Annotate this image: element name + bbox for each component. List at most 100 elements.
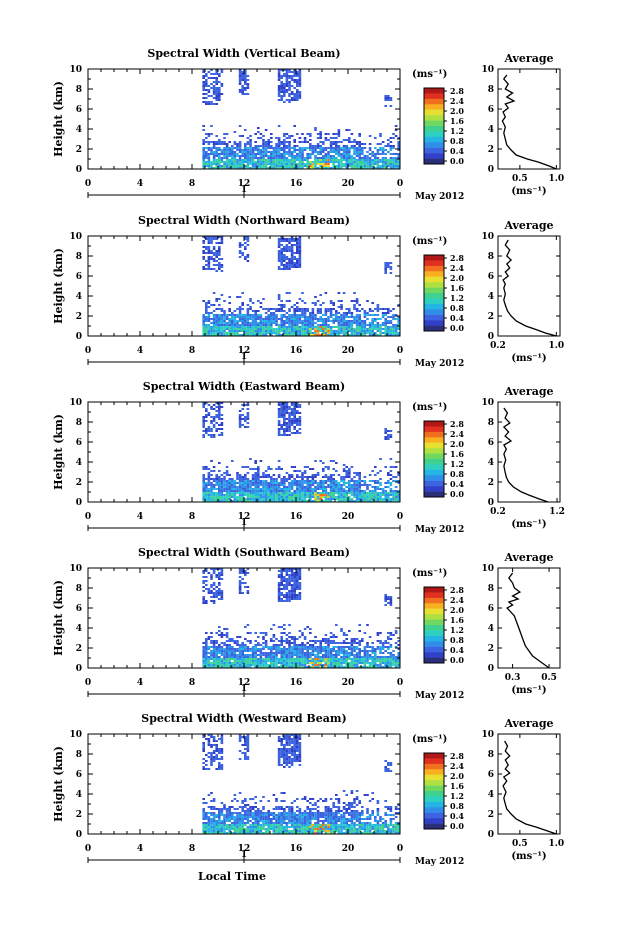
- heatmap-cell: [309, 330, 312, 332]
- heatmap-cell: [290, 250, 294, 252]
- heatmap-cell: [290, 260, 294, 262]
- heatmap-cell: [264, 492, 268, 494]
- heatmap-cell: [392, 137, 395, 139]
- heatmap-cell: [241, 292, 244, 294]
- heatmap-cell: [212, 648, 216, 650]
- heatmap-cell: [335, 316, 338, 318]
- heatmap-cell: [335, 646, 338, 648]
- colorbar-segment: [424, 475, 444, 481]
- heatmap-cell: [335, 326, 338, 328]
- heatmap-cell: [210, 163, 213, 165]
- heatmap-cell: [296, 470, 299, 472]
- heatmap-cell: [316, 498, 320, 500]
- heatmap-cell: [251, 324, 255, 326]
- heatmap-cell: [283, 326, 286, 328]
- heatmap-cell: [223, 472, 226, 474]
- heatmap-cell: [298, 153, 302, 155]
- heatmap-cell: [244, 658, 247, 660]
- heatmap-cell: [392, 500, 395, 502]
- heatmap-cell: [394, 476, 398, 478]
- heatmap-cell: [368, 153, 372, 155]
- heatmap-cell: [212, 660, 216, 662]
- heatmap-cell: [277, 498, 281, 500]
- heatmap-cell: [254, 500, 257, 502]
- heatmap-cell: [233, 316, 237, 318]
- heatmap-cell: [311, 320, 315, 322]
- heatmap-cell: [358, 147, 361, 149]
- heatmap-cell: [205, 246, 208, 248]
- heatmap-cell: [306, 466, 309, 468]
- heatmap-cell: [205, 252, 208, 254]
- heatmap-cell: [272, 636, 276, 638]
- heatmap-cell: [298, 582, 302, 584]
- heatmap-cell: [218, 490, 221, 492]
- heatmap-cell: [249, 157, 252, 159]
- heatmap-cell: [210, 322, 213, 324]
- heatmap-cell: [379, 135, 382, 137]
- heatmap-cell: [218, 248, 221, 250]
- heatmap-cell: [335, 314, 338, 316]
- heatmap-cell: [290, 592, 294, 594]
- heatmap-cell: [283, 310, 286, 312]
- heatmap-cell: [202, 81, 205, 83]
- heatmap-cell: [298, 165, 302, 167]
- heatmap-cell: [254, 484, 257, 486]
- heatmap-cell: [202, 642, 205, 644]
- heatmap-cell: [363, 155, 367, 157]
- heatmap-cell: [215, 165, 218, 167]
- heatmap-cell: [324, 496, 328, 498]
- heatmap-cell: [316, 312, 320, 314]
- heatmap-cell: [246, 484, 250, 486]
- heatmap-cell: [350, 488, 354, 490]
- y-tick-label: 0: [76, 332, 82, 342]
- heatmap-cell: [212, 264, 216, 266]
- heatmap-cell: [366, 314, 369, 316]
- heatmap-cell: [210, 460, 213, 462]
- heatmap-cell: [249, 161, 252, 163]
- heatmap-cell: [272, 652, 276, 654]
- heatmap-cell: [249, 488, 252, 490]
- heatmap-cell: [259, 133, 263, 135]
- heatmap-cell: [355, 322, 359, 324]
- heatmap-cell: [283, 568, 286, 570]
- heatmap-cell: [340, 498, 343, 500]
- heatmap-cell: [264, 484, 268, 486]
- heatmap-cell: [277, 268, 281, 270]
- heatmap-cell: [324, 163, 328, 165]
- heatmap-cell: [384, 314, 387, 316]
- heatmap-cell: [392, 147, 395, 149]
- heatmap-cell: [244, 157, 247, 159]
- heatmap-cell: [324, 480, 328, 482]
- x-tick-label: 0: [397, 512, 403, 522]
- heatmap-cell: [267, 163, 270, 165]
- heatmap-cell: [319, 664, 322, 666]
- heatmap-cell: [316, 648, 320, 650]
- heatmap-cell: [384, 272, 387, 274]
- heatmap-cell: [335, 149, 338, 151]
- heatmap-cell: [228, 334, 231, 336]
- heatmap-cell: [332, 654, 335, 656]
- heatmap-cell: [225, 474, 229, 476]
- heatmap-cell: [303, 486, 307, 488]
- heatmap-cell: [257, 492, 260, 494]
- heatmap-cell: [215, 590, 218, 592]
- heatmap-cell: [210, 666, 213, 668]
- heatmap-cell: [207, 101, 211, 103]
- heatmap-cell: [238, 143, 242, 145]
- heatmap-cell: [210, 161, 213, 163]
- heatmap-cell: [241, 304, 244, 306]
- heatmap-cell: [215, 480, 218, 482]
- heatmap-cell: [280, 328, 283, 330]
- heatmap-cell: [251, 316, 255, 318]
- heatmap-cell: [283, 628, 286, 630]
- heatmap-cell: [205, 420, 208, 422]
- heatmap-cell: [218, 408, 221, 410]
- heatmap-cell: [238, 318, 242, 320]
- heatmap-cell: [288, 414, 291, 416]
- heatmap-cell: [262, 324, 265, 326]
- heatmap-cell: [319, 482, 322, 484]
- heatmap-cell: [353, 500, 356, 502]
- heatmap-cell: [293, 410, 296, 412]
- heatmap-cell: [246, 408, 250, 410]
- heatmap-cell: [231, 330, 234, 332]
